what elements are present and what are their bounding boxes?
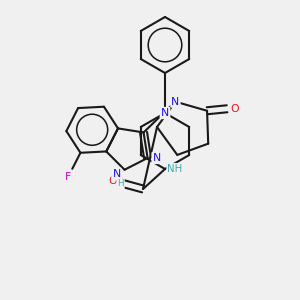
Text: O: O: [109, 176, 117, 186]
Text: F: F: [65, 172, 71, 182]
Text: N: N: [161, 108, 169, 118]
Text: N: N: [161, 108, 169, 118]
Text: N: N: [152, 153, 161, 163]
Text: O: O: [231, 104, 239, 114]
Text: N: N: [112, 169, 121, 179]
Text: N: N: [171, 97, 179, 107]
Text: NH: NH: [167, 164, 183, 174]
Text: H: H: [117, 179, 124, 188]
